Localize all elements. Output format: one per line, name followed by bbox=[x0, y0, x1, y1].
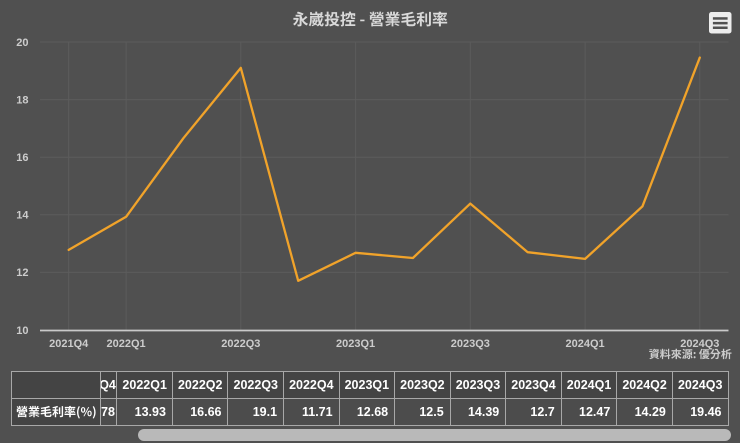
svg-text:2024Q1: 2024Q1 bbox=[566, 338, 605, 350]
svg-text:2023Q1: 2023Q1 bbox=[336, 338, 375, 350]
svg-text:2023Q3: 2023Q3 bbox=[451, 338, 490, 350]
svg-text:12: 12 bbox=[16, 267, 28, 279]
svg-text:16: 16 bbox=[16, 152, 28, 164]
svg-text:18: 18 bbox=[16, 94, 28, 106]
svg-text:14: 14 bbox=[16, 210, 29, 222]
svg-text:2024Q3: 2024Q3 bbox=[680, 338, 719, 350]
svg-text:2022Q3: 2022Q3 bbox=[221, 338, 260, 350]
svg-text:2021Q4: 2021Q4 bbox=[49, 338, 89, 350]
svg-text:20: 20 bbox=[16, 37, 28, 49]
svg-text:2022Q1: 2022Q1 bbox=[107, 338, 146, 350]
svg-text:10: 10 bbox=[16, 325, 28, 337]
